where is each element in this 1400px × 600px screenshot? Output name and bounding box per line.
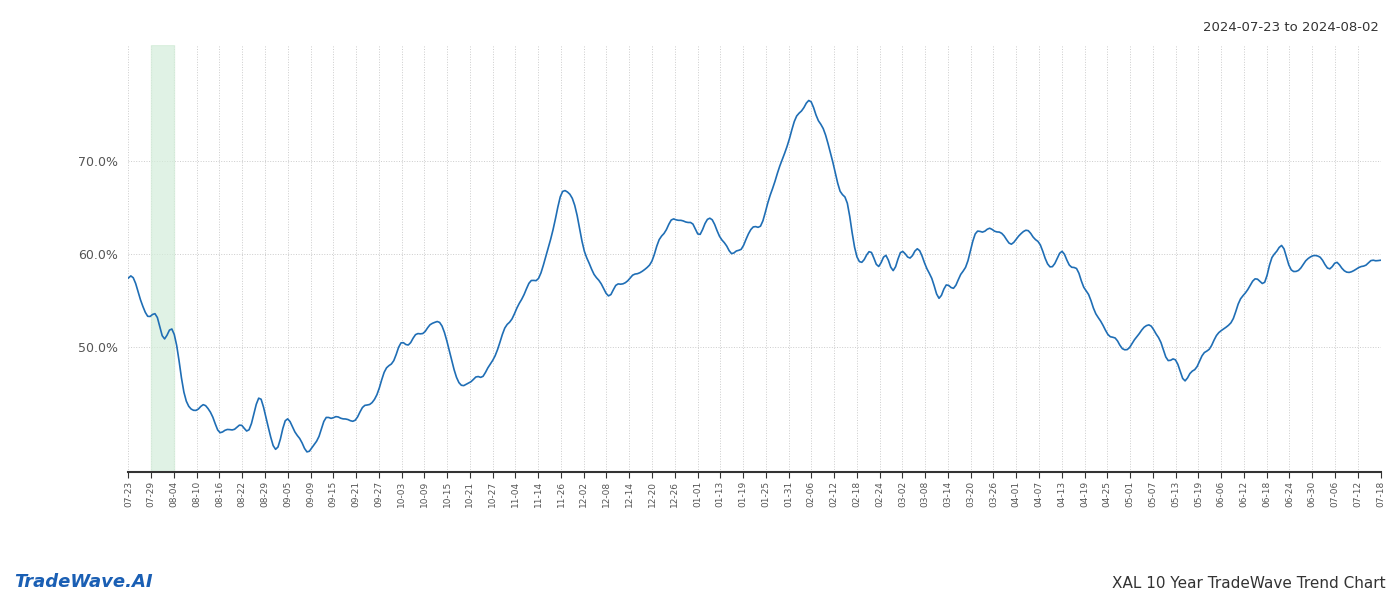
Text: XAL 10 Year TradeWave Trend Chart: XAL 10 Year TradeWave Trend Chart — [1113, 576, 1386, 591]
Text: TradeWave.AI: TradeWave.AI — [14, 573, 153, 591]
Text: 2024-07-23 to 2024-08-02: 2024-07-23 to 2024-08-02 — [1203, 21, 1379, 34]
Bar — [151, 45, 174, 472]
